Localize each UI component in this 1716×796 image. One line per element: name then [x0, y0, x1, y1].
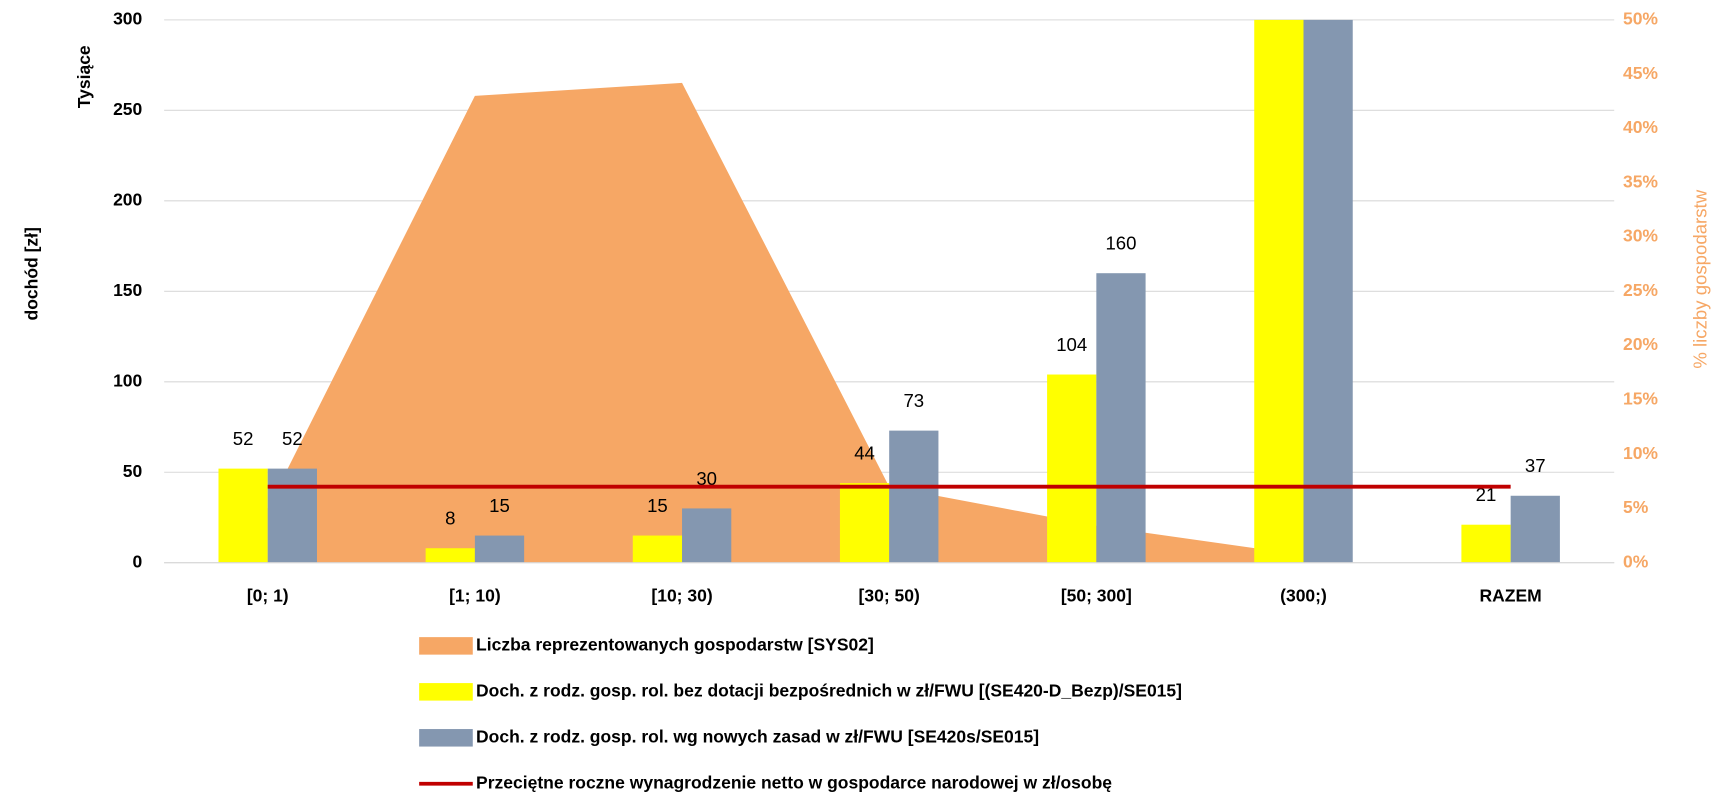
y2-tick-label: 30%: [1623, 226, 1658, 246]
data-label: 52: [282, 428, 303, 449]
legend-swatch: [419, 729, 473, 747]
legend-swatch: [419, 683, 473, 701]
y2-tick-label: 45%: [1623, 63, 1658, 83]
legend-swatch: [419, 637, 473, 655]
x-tick-label: (300;): [1280, 585, 1327, 605]
data-label: 160: [1105, 233, 1136, 254]
legend-label: Liczba reprezentowanych gospodarstw [SYS…: [476, 635, 874, 655]
y2-tick-label: 5%: [1623, 497, 1649, 517]
bar: [1461, 524, 1511, 563]
y2-tick-label: 20%: [1623, 334, 1658, 354]
legend-label: Doch. z rodz. gosp. rol. wg nowych zasad…: [476, 726, 1039, 746]
bar: [632, 535, 683, 563]
y-tick-label: 300: [113, 9, 142, 29]
bar: [839, 483, 890, 563]
data-label: 104: [1056, 334, 1087, 355]
bar: [889, 430, 939, 563]
data-label: 15: [647, 495, 668, 516]
y-tick-label: 50: [123, 461, 143, 481]
y-unit-label: Tysiące: [74, 45, 94, 108]
x-tick-label: [30; 50): [859, 585, 920, 605]
y-tick-label: 100: [113, 370, 142, 390]
x-tick-label: [0; 1): [247, 585, 289, 605]
y2-tick-label: 15%: [1623, 388, 1658, 408]
x-tick-label: RAZEM: [1480, 585, 1542, 605]
y2-tick-label: 50%: [1623, 9, 1658, 29]
area: [267, 82, 1304, 563]
bar: [682, 508, 732, 563]
x-tick-label: [10; 30): [651, 585, 712, 605]
y2-tick-label: 0%: [1623, 551, 1649, 571]
data-label: 15: [489, 495, 510, 516]
y2-tick-label: 10%: [1623, 443, 1658, 463]
data-label: 73: [903, 390, 924, 411]
data-label: 44: [854, 443, 875, 464]
data-label: 37: [1525, 455, 1546, 476]
legend-label: Doch. z rodz. gosp. rol. bez dotacji bez…: [476, 680, 1182, 700]
y2-tick-label: 40%: [1623, 117, 1658, 137]
x-tick-label: [50; 300]: [1061, 585, 1132, 605]
data-label: 52: [233, 428, 254, 449]
data-label: 21: [1476, 484, 1497, 505]
x-tick-label: [1; 10): [449, 585, 501, 605]
y-axis-label: dochód [zł]: [21, 227, 41, 320]
bar: [267, 468, 317, 563]
y2-tick-label: 35%: [1623, 171, 1658, 191]
bar: [1254, 19, 1304, 563]
y-tick-label: 250: [113, 99, 142, 119]
bar: [425, 548, 475, 563]
y2-tick-label: 25%: [1623, 280, 1658, 300]
bar: [1303, 19, 1353, 563]
bar: [218, 468, 268, 563]
bar: [474, 535, 525, 563]
bar: [1510, 495, 1560, 563]
y2-axis-label: % liczby gospodarstw: [1690, 189, 1711, 368]
bar: [1047, 374, 1097, 563]
data-label: 8: [445, 508, 455, 529]
bar: [1096, 273, 1146, 563]
y-tick-label: 0: [133, 551, 143, 571]
y-tick-label: 200: [113, 189, 142, 209]
legend-label: Przeciętne roczne wynagrodzenie netto w …: [476, 772, 1112, 792]
y-tick-label: 150: [113, 280, 142, 300]
data-label: 30: [696, 468, 717, 489]
